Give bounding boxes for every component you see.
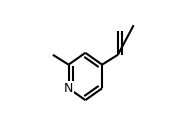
Text: N: N	[64, 82, 73, 95]
